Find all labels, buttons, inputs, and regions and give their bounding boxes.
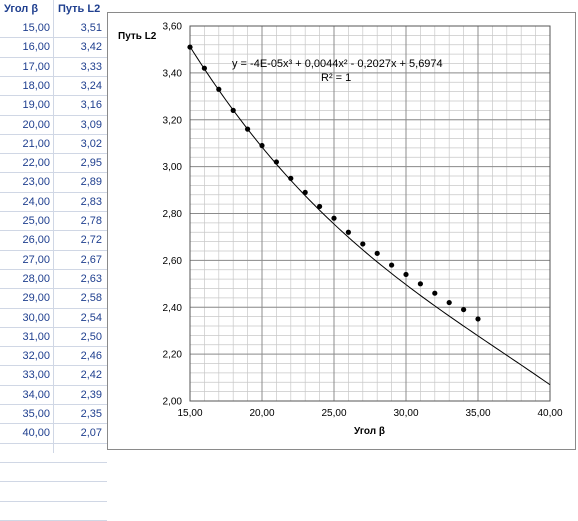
data-point — [317, 203, 323, 210]
cell-path[interactable]: 2,58 — [80, 292, 102, 305]
plot-frame — [189, 25, 551, 402]
row-gridline — [0, 461, 107, 463]
y-tick-label: 2,80 — [163, 209, 183, 220]
x-tick-label: 40,00 — [537, 408, 562, 419]
cell-path[interactable]: 3,02 — [80, 137, 102, 150]
cell-angle[interactable]: 34,00 — [22, 388, 50, 401]
cell-path[interactable]: 3,51 — [80, 22, 102, 34]
cell-angle[interactable]: 29,00 — [22, 292, 50, 305]
cell-path[interactable]: 2,83 — [80, 195, 102, 208]
cell-angle[interactable]: 17,00 — [22, 60, 50, 73]
data-point — [331, 215, 337, 221]
cell-path[interactable]: 2,67 — [80, 253, 102, 266]
y-tick-label: 3,20 — [163, 115, 183, 126]
cell-path[interactable]: 2,54 — [80, 311, 102, 324]
y-axis-title: Путь L2 — [118, 31, 157, 42]
cell-angle[interactable]: 23,00 — [22, 176, 50, 189]
data-point — [432, 290, 438, 296]
cell-angle[interactable]: 31,00 — [22, 330, 50, 343]
data-point — [273, 159, 279, 165]
cell-angle[interactable]: 40,00 — [22, 427, 50, 440]
chart-area[interactable]: 15,00 20,00 25,00 30,00 35,00 40,00 2,00 2,20 2,… — [107, 12, 576, 450]
cell-angle[interactable]: 26,00 — [22, 234, 50, 247]
cell-angle[interactable]: 33,00 — [22, 369, 50, 382]
y-tick-label: 3,00 — [163, 162, 183, 173]
cell-path[interactable]: 2,35 — [80, 408, 102, 420]
cell-angle[interactable]: 15,00 — [22, 22, 50, 34]
cell-path[interactable]: 2,07 — [80, 427, 102, 440]
cell-angle[interactable]: 28,00 — [22, 272, 50, 285]
cell-path[interactable]: 2,89 — [80, 176, 102, 189]
x-tick-label: 20,00 — [249, 408, 274, 419]
cell-path[interactable]: 2,46 — [80, 350, 102, 363]
cell-path[interactable]: 2,95 — [80, 157, 102, 170]
data-point — [187, 44, 193, 50]
column-header-angle[interactable]: Угол β — [4, 3, 39, 15]
cell-angle[interactable]: 19,00 — [22, 99, 50, 112]
cell-angle[interactable]: 24,00 — [22, 195, 50, 208]
trendline-group — [189, 46, 551, 386]
trendline-curve — [189, 46, 551, 386]
cell-angle[interactable]: 25,00 — [22, 215, 50, 227]
cell-path[interactable]: 2,63 — [80, 272, 102, 285]
trendline-r-squared: R² = 1 — [321, 72, 351, 84]
y-tick-label: 2,60 — [163, 256, 183, 267]
cell-angle[interactable]: 27,00 — [22, 253, 50, 266]
cell-path[interactable]: 3,33 — [80, 60, 102, 73]
data-point — [216, 86, 222, 92]
data-point — [302, 189, 308, 196]
cell-angle[interactable]: 18,00 — [22, 79, 50, 92]
data-point — [259, 142, 265, 149]
y-tick-label: 3,60 — [163, 22, 183, 33]
y-tick-label: 2,40 — [163, 303, 183, 314]
tick-labels: 15,00 20,00 25,00 30,00 35,00 40,00 2,00 2,20 2,… — [163, 22, 563, 420]
cell-angle[interactable]: 20,00 — [22, 118, 50, 131]
data-point — [201, 65, 207, 71]
spreadsheet: Угол β Путь L2 15,00 3,51 16,00 3,42 17,00 3,… — [0, 0, 107, 521]
cell-angle[interactable]: 21,00 — [22, 137, 50, 150]
trendline-equation: y = -4E-05x³ + 0,0044x² - 0,2027x + 5,69… — [232, 58, 443, 70]
y-tick-label: 2,00 — [163, 397, 183, 408]
row-gridline — [0, 500, 107, 502]
x-tick-label: 25,00 — [321, 408, 346, 419]
data-point — [403, 271, 409, 278]
column-header-path[interactable]: Путь L2 — [58, 3, 101, 15]
data-point — [461, 306, 467, 313]
data-point — [389, 262, 395, 268]
cell-path[interactable]: 2,50 — [80, 330, 102, 343]
x-axis-title: Угол β — [354, 426, 385, 437]
data-point — [417, 281, 423, 287]
cell-angle[interactable]: 32,00 — [22, 350, 50, 363]
x-tick-label: 15,00 — [177, 408, 202, 419]
data-points — [187, 44, 481, 322]
cell-angle[interactable]: 16,00 — [22, 41, 50, 54]
cell-path[interactable]: 2,72 — [80, 234, 102, 247]
data-point — [360, 241, 366, 247]
data-point — [245, 126, 251, 132]
cell-path[interactable]: 2,78 — [80, 215, 102, 227]
chart-svg: 15,00 20,00 25,00 30,00 35,00 40,00 2,00 2,20 2,… — [118, 22, 563, 438]
major-gridlines — [189, 25, 551, 402]
cell-path[interactable]: 2,39 — [80, 388, 102, 401]
cell-path[interactable]: 3,09 — [80, 118, 102, 131]
y-tick-label: 2,20 — [163, 350, 183, 361]
cell-angle[interactable]: 22,00 — [22, 157, 50, 170]
x-tick-label: 30,00 — [393, 408, 418, 419]
data-point — [230, 107, 236, 113]
data-point — [345, 229, 351, 235]
cell-path[interactable]: 3,24 — [80, 79, 102, 92]
column-divider — [53, 0, 54, 453]
data-point — [446, 299, 452, 306]
row-gridline — [0, 481, 107, 483]
cell-path[interactable]: 2,42 — [80, 369, 102, 382]
cell-angle[interactable]: 30,00 — [22, 311, 50, 324]
data-point — [288, 175, 294, 181]
cell-angle[interactable]: 35,00 — [22, 408, 50, 420]
cell-path[interactable]: 3,16 — [80, 99, 102, 112]
cell-path[interactable]: 3,42 — [80, 41, 102, 54]
x-tick-label: 35,00 — [465, 408, 490, 419]
y-tick-label: 3,40 — [163, 68, 183, 79]
data-point — [374, 250, 380, 256]
data-point — [475, 316, 481, 322]
